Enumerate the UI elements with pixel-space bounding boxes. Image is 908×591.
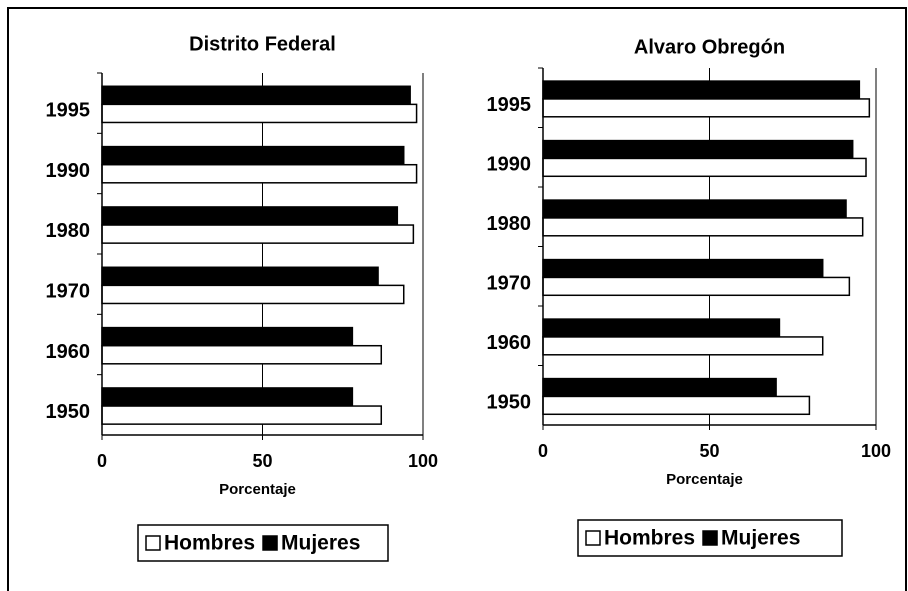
x-tick-label: 0 [97, 451, 107, 471]
bar [101, 206, 399, 226]
x-axis-label: Porcentaje [219, 481, 296, 498]
bar [101, 405, 383, 425]
bar [542, 98, 871, 118]
bar [542, 377, 777, 398]
bar [542, 217, 864, 237]
x-axis-label: Porcentaje [666, 471, 743, 488]
bar [101, 103, 418, 124]
chart-title: Distrito Federal [189, 33, 336, 55]
bar [542, 276, 851, 297]
bar [542, 80, 861, 100]
bar [101, 145, 405, 166]
bar [542, 139, 854, 160]
y-tick-label: 1990 [46, 160, 91, 182]
legend-swatch [145, 535, 161, 551]
bar [542, 258, 824, 279]
legend-label: Mujeres [721, 527, 800, 550]
chart-title: Alvaro Obregón [634, 36, 785, 58]
y-tick-label: 1970 [487, 273, 532, 295]
y-tick-label: 1950 [46, 401, 91, 423]
bar [542, 199, 847, 219]
y-tick-label: 1970 [46, 280, 91, 302]
bar [101, 163, 418, 184]
legend-label: Hombres [604, 527, 695, 550]
frame [7, 7, 907, 591]
bar [101, 387, 354, 407]
bar [101, 85, 411, 106]
y-tick-label: 1990 [487, 154, 532, 176]
bar [101, 266, 379, 287]
legend-swatch [702, 530, 718, 546]
bar [542, 157, 867, 178]
x-tick-label: 50 [699, 441, 719, 461]
y-tick-label: 1960 [46, 341, 91, 363]
x-tick-label: 100 [408, 451, 438, 471]
y-tick-label: 1995 [46, 99, 91, 121]
bar [101, 284, 405, 305]
bar [542, 395, 811, 416]
bar [542, 336, 824, 356]
legend-swatch [262, 535, 278, 551]
bar [101, 326, 354, 347]
y-tick-label: 1980 [487, 213, 532, 235]
bar [542, 318, 781, 338]
x-tick-label: 50 [252, 451, 272, 471]
y-tick-label: 1980 [46, 220, 91, 242]
bar [101, 344, 383, 365]
x-tick-label: 100 [861, 441, 891, 461]
y-tick-label: 1995 [487, 94, 532, 116]
y-tick-label: 1960 [487, 332, 532, 354]
legend-label: Hombres [164, 532, 255, 555]
legend-label: Mujeres [281, 532, 360, 555]
y-tick-label: 1950 [487, 392, 532, 414]
legend-swatch [585, 530, 601, 546]
bar [101, 224, 415, 244]
x-tick-label: 0 [538, 441, 548, 461]
